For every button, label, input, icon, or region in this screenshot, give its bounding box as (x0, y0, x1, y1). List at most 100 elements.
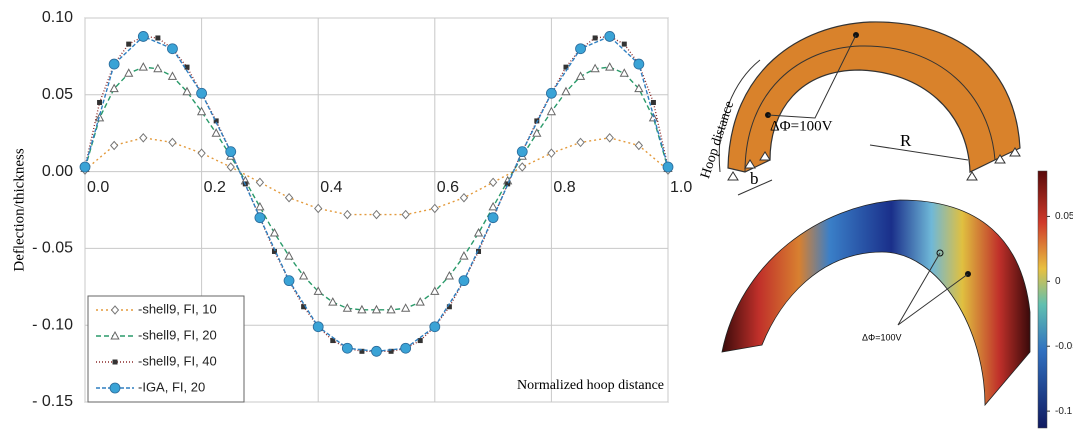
y-tick-label: - 0.10 (32, 316, 73, 333)
marker (372, 209, 381, 220)
marker (532, 128, 542, 137)
marker (459, 192, 469, 203)
colorbar-tick-label: 0.05 (1055, 211, 1073, 222)
marker (458, 275, 470, 287)
colorbar-tick-label: 0 (1055, 276, 1061, 287)
marker (153, 63, 163, 73)
marker (400, 342, 412, 354)
marker (473, 227, 484, 237)
marker (110, 305, 120, 315)
marker (444, 270, 455, 280)
marker (312, 321, 324, 333)
marker (619, 68, 629, 77)
legend-label: -shell9, FI, 20 (138, 327, 217, 342)
marker (429, 321, 441, 333)
marker (168, 137, 177, 148)
marker (547, 148, 556, 158)
y-tick-label: 0.05 (42, 86, 73, 103)
marker (343, 209, 352, 220)
marker (284, 251, 294, 260)
marker (313, 286, 323, 295)
marker (126, 41, 132, 47)
point (936, 249, 944, 257)
marker (139, 133, 148, 143)
marker (359, 348, 365, 354)
series-line (84, 137, 669, 216)
marker (633, 58, 645, 70)
marker (430, 203, 439, 214)
marker (137, 31, 149, 42)
y-tick-label: 0.10 (42, 9, 73, 26)
colorbar-tick-label: -0.05 (1055, 341, 1073, 352)
x-tick-label: 0.8 (553, 179, 575, 196)
marker (590, 63, 600, 73)
marker (109, 382, 121, 394)
marker (298, 270, 309, 280)
marker (415, 297, 425, 306)
marker (487, 212, 499, 224)
marker (225, 146, 237, 158)
dimension-line (737, 179, 773, 196)
marker (605, 133, 614, 143)
marker (255, 177, 265, 188)
marker (459, 251, 469, 260)
marker (575, 43, 586, 55)
leader-line (897, 252, 969, 326)
marker (648, 112, 659, 122)
colorbar-ticks: 0.05 0 -0.05 -0.1 (1047, 211, 1073, 417)
marker (213, 118, 219, 124)
marker (634, 83, 644, 93)
arch-shell (727, 21, 1021, 173)
marker (505, 181, 511, 187)
width-label: b (750, 169, 759, 188)
x-tick-label: 0.0 (87, 179, 109, 196)
marker (184, 64, 190, 70)
marker (269, 227, 280, 237)
marker (197, 148, 206, 158)
marker (167, 43, 178, 55)
marker (662, 161, 674, 173)
legend-label: -IGA, FI, 20 (138, 379, 205, 394)
legend-label: -shell9, FI, 40 (138, 353, 217, 368)
x-tick-label: 0.2 (204, 179, 226, 196)
marker (342, 303, 352, 312)
y-tick-label: 0.00 (42, 163, 73, 180)
marker (112, 359, 118, 365)
marker (97, 99, 103, 105)
marker (109, 140, 119, 151)
marker (488, 177, 498, 188)
colorbar (1037, 170, 1048, 429)
x-axis-label: Normalized hoop distance (517, 378, 664, 393)
marker (518, 162, 527, 172)
potential-label: ΔΦ=100V (862, 332, 901, 342)
marker (576, 137, 585, 148)
legend: -shell9, FI, 10 -shell9, FI, 20 -shell9, F… (87, 295, 245, 403)
marker (182, 86, 192, 96)
marker (430, 286, 440, 295)
marker (196, 106, 207, 116)
marker (110, 330, 120, 340)
marker (371, 345, 382, 357)
marker (155, 35, 161, 41)
radius-label: R (900, 131, 912, 150)
leader-line (767, 34, 857, 119)
y-tick-label: - 0.05 (32, 240, 73, 257)
marker (79, 161, 91, 173)
hoop-arrow (718, 59, 761, 173)
marker (516, 146, 528, 158)
marker (314, 203, 323, 214)
x-tick-label: 1.0 (670, 179, 692, 196)
marker (575, 71, 586, 80)
marker (255, 201, 265, 211)
potential-label: ΔΦ=100V (770, 118, 833, 134)
series (79, 31, 674, 357)
marker (488, 201, 498, 211)
marker (386, 304, 396, 314)
radius-line (869, 144, 969, 161)
marker (108, 58, 120, 70)
marker (604, 31, 616, 42)
arch-deformed (721, 199, 1031, 407)
marker (226, 162, 235, 172)
marker (211, 128, 221, 137)
